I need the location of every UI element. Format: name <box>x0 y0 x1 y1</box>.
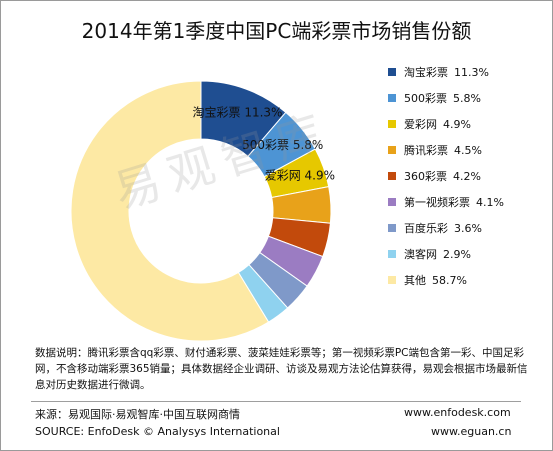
legend-item: 淘宝彩票 11.3% <box>388 65 489 81</box>
legend-label: 其他 <box>404 274 426 287</box>
legend-label: 500彩票 <box>404 92 447 105</box>
slice-label-2: 500彩票 5.8% <box>242 138 323 152</box>
legend-label: 第一视频彩票 <box>404 196 470 209</box>
site-enfodesk: www.enfodesk.com <box>404 406 511 419</box>
footer-divider <box>31 401 521 402</box>
legend-swatch <box>388 276 396 284</box>
legend-label: 360彩票 <box>404 170 447 183</box>
legend-item: 腾讯彩票 4.5% <box>388 143 482 159</box>
legend-swatch <box>388 250 396 258</box>
legend-value: 3.6% <box>454 222 482 235</box>
donut-chart: 淘宝彩票 11.3% 500彩票 5.8% 爱彩网 4.9% <box>70 80 335 341</box>
slice-label-3: 爱彩网 4.9% <box>265 169 335 183</box>
legend-value: 58.7% <box>432 274 467 287</box>
legend-value: 4.2% <box>453 170 481 183</box>
legend-value: 4.5% <box>454 144 482 157</box>
legend-value: 11.3% <box>454 66 489 79</box>
legend-value: 4.9% <box>443 118 471 131</box>
legend-item: 360彩票 4.2% <box>388 169 481 185</box>
legend-item: 澳客网 2.9% <box>388 247 471 263</box>
chart-title: 2014年第1季度中国PC端彩票市场销售份额 <box>81 19 472 43</box>
legend-label: 爱彩网 <box>404 118 437 131</box>
legend-value: 2.9% <box>443 248 471 261</box>
legend-swatch <box>388 146 396 154</box>
legend-item: 第一视频彩票 4.1% <box>388 195 504 211</box>
data-note: 数据说明：腾讯彩票含qq彩票、财付通彩票、菠菜娃娃彩票等；第一视频彩票PC端包含… <box>35 347 528 391</box>
legend-swatch <box>388 120 396 128</box>
legend-label: 澳客网 <box>404 248 437 261</box>
legend-value: 5.8% <box>453 92 481 105</box>
legend-swatch <box>388 94 396 102</box>
legend-value: 4.1% <box>476 196 504 209</box>
legend-label: 腾讯彩票 <box>404 144 448 157</box>
legend-item: 爱彩网 4.9% <box>388 117 471 133</box>
site-eguan: www.eguan.cn <box>431 425 512 438</box>
legend-item: 其他 58.7% <box>388 273 467 289</box>
legend-item: 500彩票 5.8% <box>388 91 481 107</box>
donut-slice-9 <box>70 80 270 341</box>
slice-label-1: 淘宝彩票 11.3% <box>193 106 283 120</box>
legend-item: 百度乐彩 3.6% <box>388 221 482 237</box>
legend-swatch <box>388 68 396 76</box>
legend-swatch <box>388 224 396 232</box>
legend-swatch <box>388 172 396 180</box>
legend-label: 淘宝彩票 <box>404 66 448 79</box>
legend-swatch <box>388 198 396 206</box>
legend-label: 百度乐彩 <box>404 222 448 235</box>
source-cn: 来源：易观国际·易观智库·中国互联网商情 <box>35 408 240 421</box>
source-en: SOURCE: EnfoDesk © Analysys Internationa… <box>35 425 280 438</box>
